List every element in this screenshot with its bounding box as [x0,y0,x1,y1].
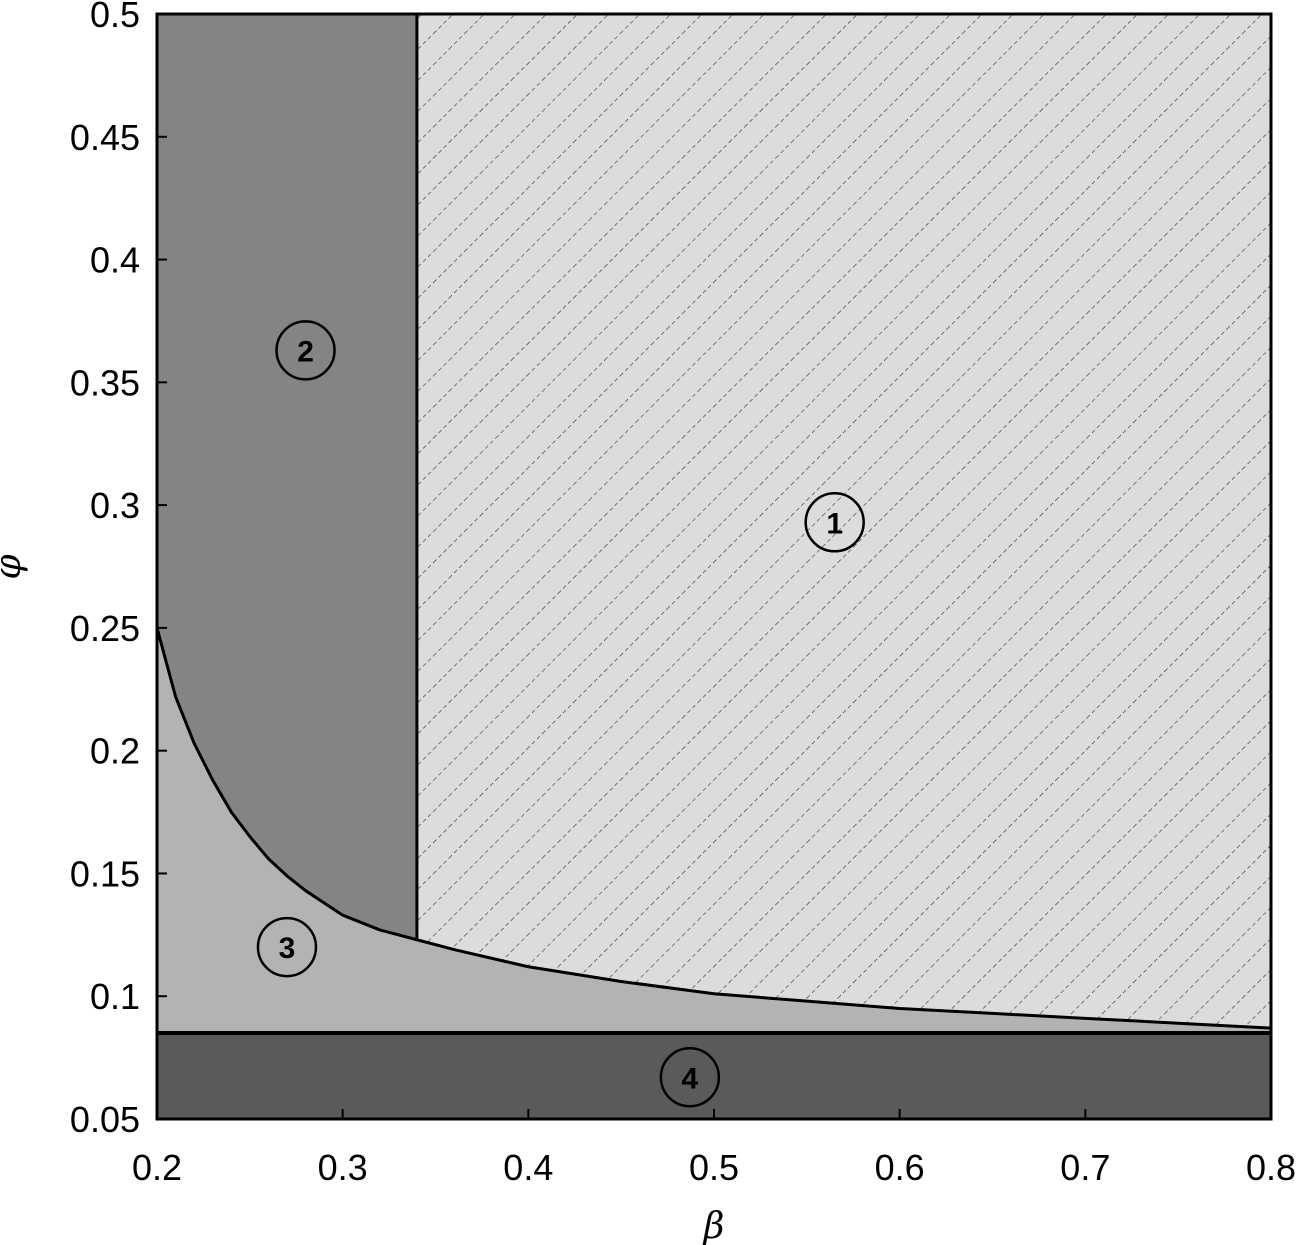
y-tick-label: 0.1 [90,976,140,1017]
x-tick-label: 0.7 [1060,1147,1110,1188]
region-3-label-circle [256,916,318,978]
y-tick-label: 0.3 [90,485,140,526]
region-2-label-circle [275,320,336,381]
x-axis-label: β [702,1206,725,1245]
region-1-hatch [416,14,1271,1029]
y-tick-label: 0.2 [90,731,140,772]
x-tick-label: 0.2 [132,1147,182,1188]
x-tick-label: 0.4 [503,1147,553,1188]
y-tick-label: 0.35 [70,362,140,403]
boundary-curve [155,627,1272,1030]
y-tick-label: 0.25 [70,608,140,649]
x-tick-label: 0.6 [875,1147,925,1188]
region-1-label: 1 [826,507,843,540]
region-2-label: 2 [297,335,314,368]
region-4-label: 4 [682,1062,699,1095]
region-4-label-circle [659,1047,721,1108]
y-tick-label: 0.5 [90,0,140,35]
y-tick-label: 0.05 [70,1099,140,1140]
region-2-fill [157,14,417,940]
region-3-label: 3 [279,932,296,965]
x-tick-label: 0.3 [318,1147,368,1188]
y-tick-label: 0.4 [90,240,140,281]
region-1-label-circle [804,492,865,553]
x-tick-label: 0.5 [689,1147,739,1188]
region-3-fill [157,627,1271,1034]
x-tick-label: 0.8 [1246,1147,1296,1188]
y-tick-label: 0.15 [70,853,140,894]
y-tick-label: 0.45 [70,117,140,158]
region-4-fill [157,1033,1271,1119]
y-axis-label: φ [0,554,29,580]
